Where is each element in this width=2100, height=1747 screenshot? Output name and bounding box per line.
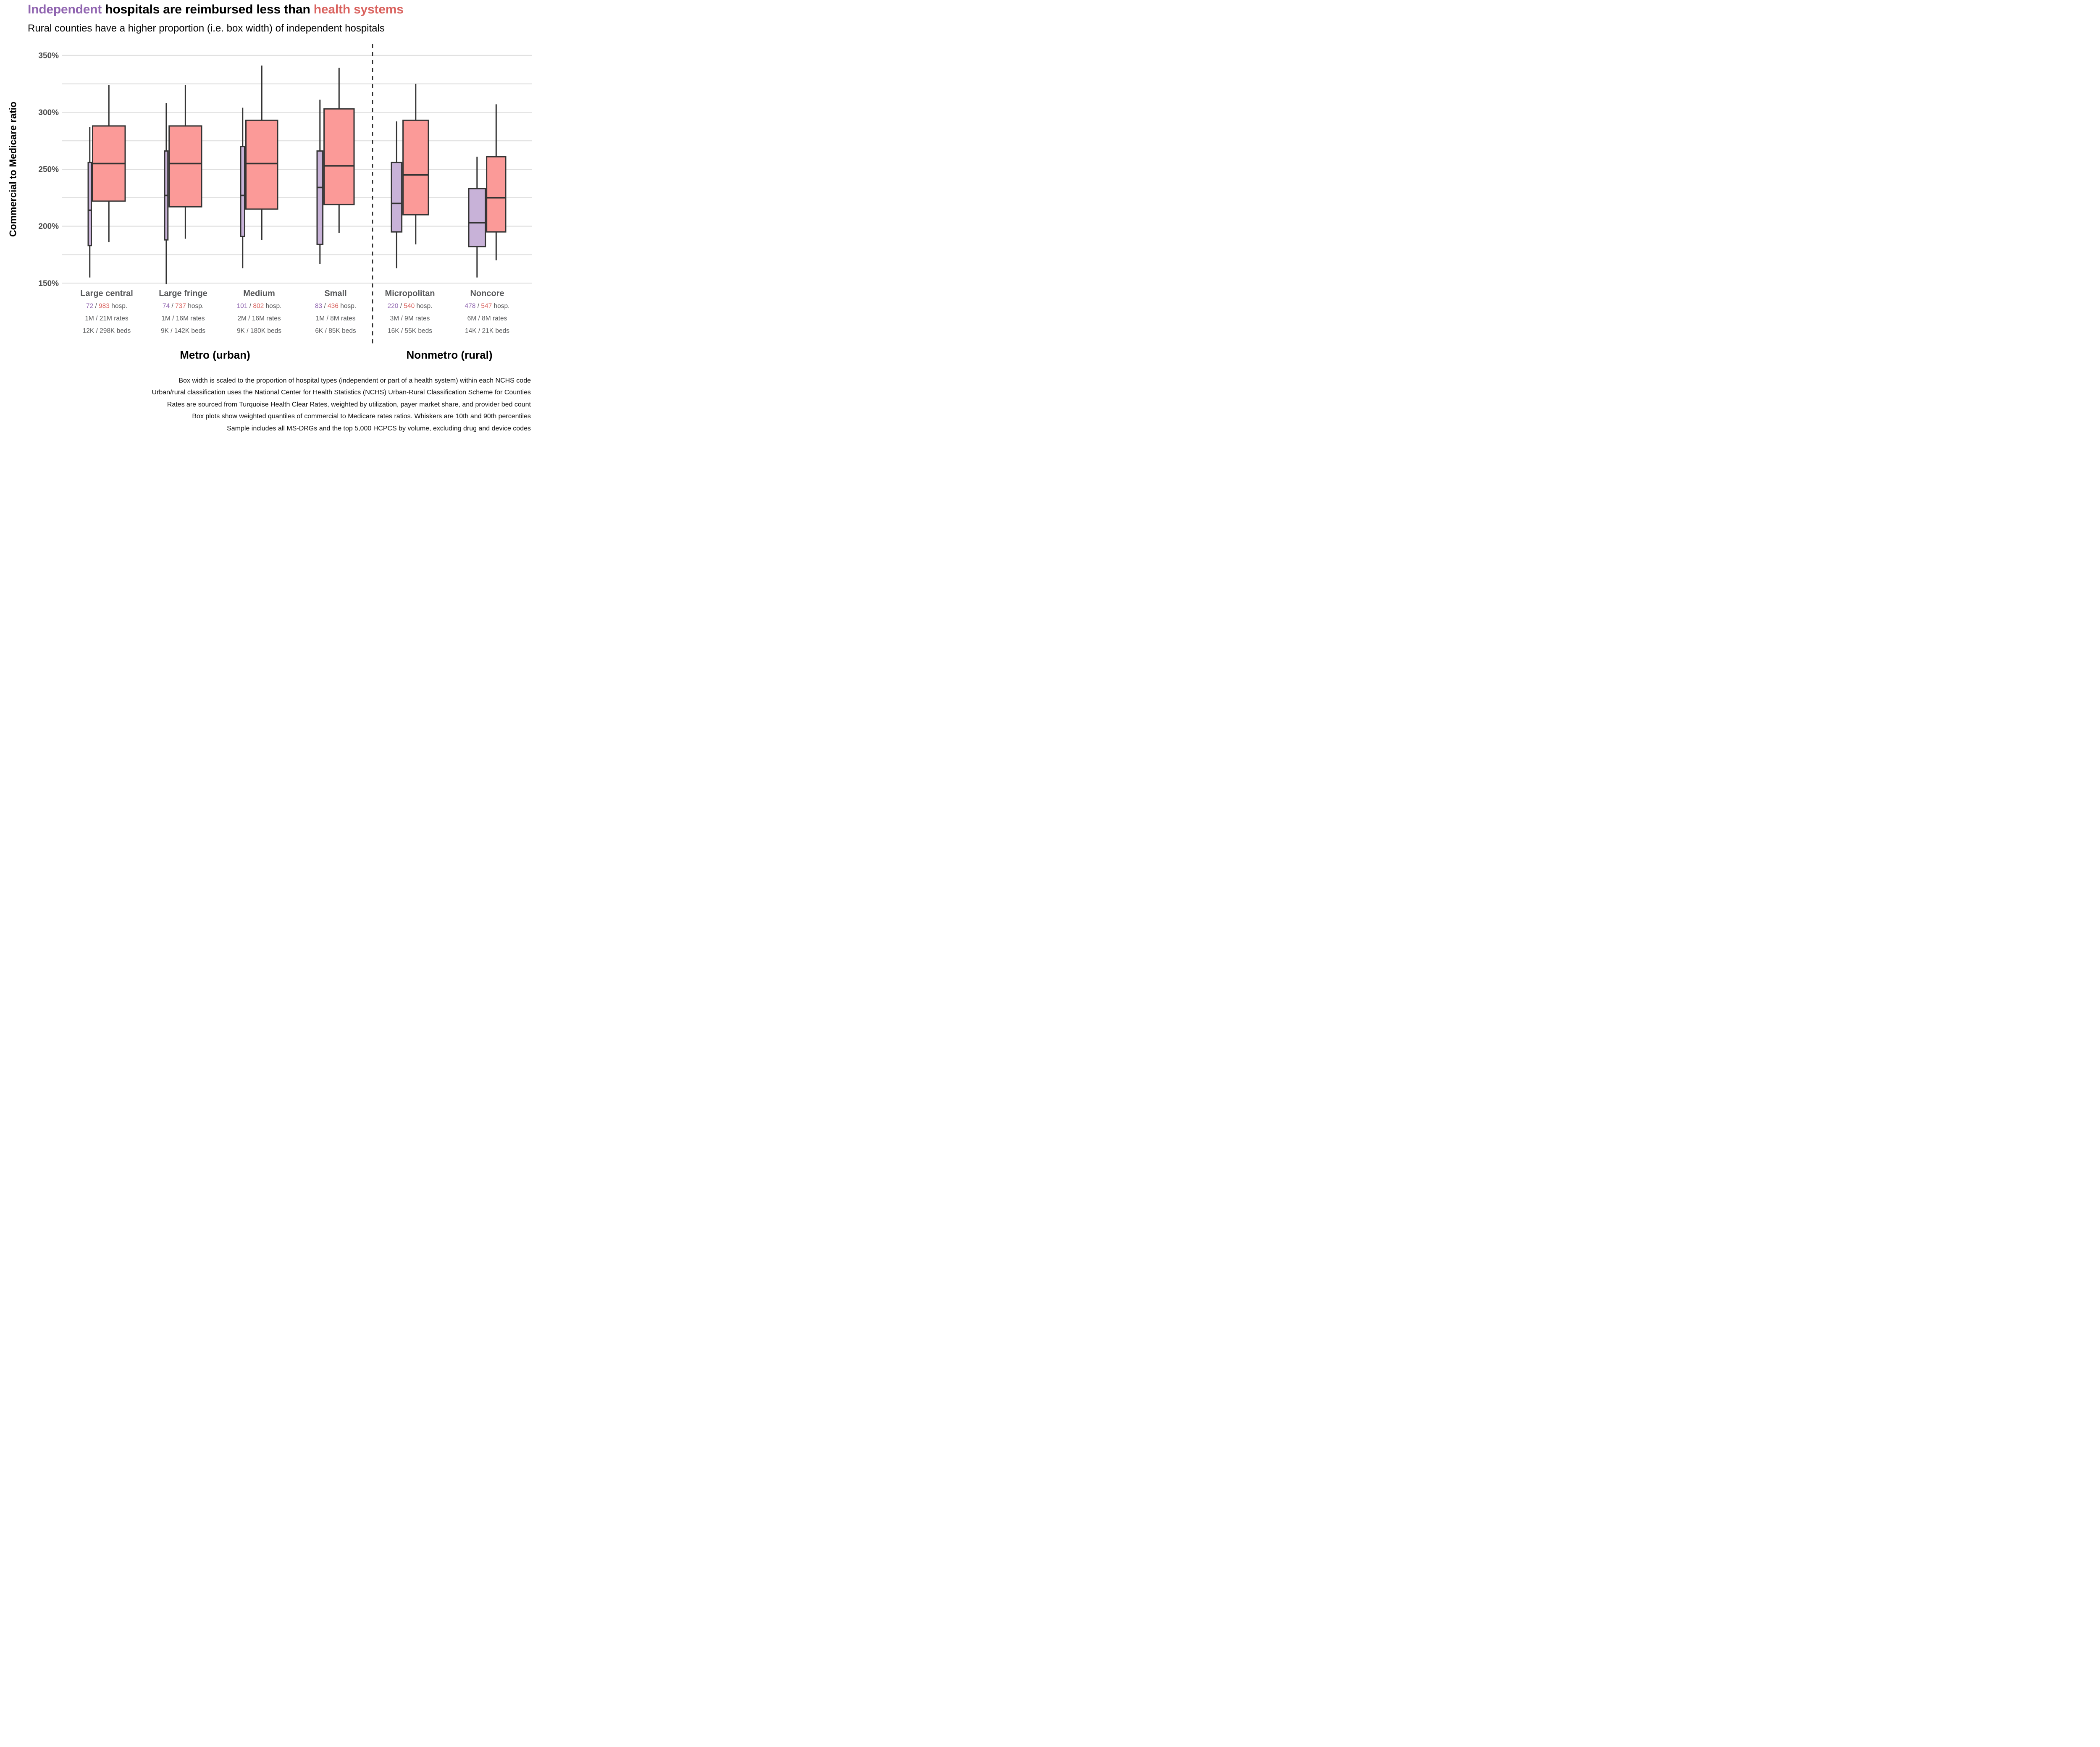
y-tick-label-150: 150% — [38, 279, 59, 288]
stats-segment: / — [247, 303, 253, 310]
stats-segment: hosp. — [492, 303, 509, 310]
stats-segment: hosp. — [415, 303, 432, 310]
box-system-3 — [323, 108, 355, 205]
section-label: Nonmetro (rural) — [406, 349, 492, 361]
stats-segment: / — [398, 303, 404, 310]
box-independent-3 — [316, 150, 324, 245]
stats-segment: 802 — [253, 303, 264, 310]
stats-segment: hosp. — [110, 303, 127, 310]
footer-notes: Box width is scaled to the proportion of… — [152, 375, 531, 435]
stats-segment: / — [93, 303, 99, 310]
box-system-4 — [402, 119, 429, 215]
title-health-systems-accent: health systems — [313, 3, 404, 16]
stats-segment: 540 — [404, 303, 415, 310]
stats-rates: 1M / 21M rates — [85, 315, 129, 322]
stats-segment: hosp. — [264, 303, 281, 310]
y-tick-label-200: 200% — [38, 222, 59, 231]
stats-hospitals: 101 / 802 hosp. — [237, 303, 282, 310]
stats-hospitals: 478 / 547 hosp. — [465, 303, 510, 310]
stats-segment: 478 — [465, 303, 476, 310]
footer-line: Box plots show weighted quantiles of com… — [192, 413, 531, 420]
box-system-2 — [245, 119, 278, 210]
stats-segment: 983 — [99, 303, 110, 310]
title-independent-accent: Independent — [28, 3, 102, 16]
stats-rates: 1M / 16M rates — [161, 315, 205, 322]
stats-segment: 83 — [315, 303, 322, 310]
stats-rates: 6M / 8M rates — [467, 315, 507, 322]
stats-hospitals: 72 / 983 hosp. — [86, 303, 127, 310]
stats-beds: 16K / 55K beds — [388, 328, 432, 335]
stats-beds: 9K / 142K beds — [161, 328, 205, 335]
stats-segment: 220 — [388, 303, 399, 310]
chart-subtitle: Rural counties have a higher proportion … — [28, 23, 385, 34]
section-label: Metro (urban) — [180, 349, 250, 361]
category-label: Large fringe — [159, 289, 207, 298]
stats-hospitals: 83 / 436 hosp. — [315, 303, 356, 310]
box-system-1 — [168, 125, 202, 208]
box-independent-5 — [468, 188, 486, 247]
box-independent-0 — [87, 162, 92, 247]
stats-segment: 74 — [163, 303, 170, 310]
box-independent-4 — [391, 162, 403, 233]
stats-hospitals: 74 / 737 hosp. — [163, 303, 204, 310]
stats-beds: 12K / 298K beds — [83, 328, 131, 335]
stats-beds: 9K / 180K beds — [237, 328, 281, 335]
stats-segment: / — [170, 303, 175, 310]
box-independent-2 — [240, 146, 246, 237]
box-system-5 — [486, 156, 507, 233]
category-label: Micropolitan — [385, 289, 435, 298]
y-tick-label-300: 300% — [38, 108, 59, 117]
stats-hospitals: 220 / 540 hosp. — [388, 303, 433, 310]
chart-title: Independent hospitals are reimbursed les… — [28, 3, 404, 17]
stats-rates: 3M / 9M rates — [390, 315, 430, 322]
stats-segment: hosp. — [339, 303, 356, 310]
category-label: Noncore — [470, 289, 504, 298]
y-tick-label-250: 250% — [38, 165, 59, 174]
boxplot-plot-area: 350% 300% 250% 200% 150% Large central 72 / 98… — [38, 44, 532, 361]
stats-beds: 6K / 85K beds — [315, 328, 356, 335]
footer-line: Box width is scaled to the proportion of… — [178, 377, 531, 384]
stats-segment: / — [322, 303, 328, 310]
footer-line: Sample includes all MS-DRGs and the top … — [227, 425, 531, 432]
stats-segment: hosp. — [186, 303, 204, 310]
stats-segment: / — [475, 303, 481, 310]
y-tick-label-350: 350% — [38, 51, 59, 60]
stats-segment: 547 — [481, 303, 492, 310]
category-label: Large central — [80, 289, 133, 298]
stats-rates: 1M / 8M rates — [316, 315, 356, 322]
footer-line: Rates are sourced from Turquoise Health … — [167, 401, 531, 408]
stats-segment: 737 — [175, 303, 186, 310]
chart-canvas: Independent hospitals are reimbursed les… — [0, 0, 538, 437]
category-label: Medium — [243, 289, 275, 298]
title-middle: hospitals are reimbursed less than — [102, 3, 314, 16]
stats-rates: 2M / 16M rates — [237, 315, 281, 322]
stats-segment: 72 — [86, 303, 93, 310]
stats-beds: 14K / 21K beds — [465, 328, 509, 335]
stats-segment: 101 — [237, 303, 248, 310]
category-label: Small — [324, 289, 346, 298]
stats-segment: 436 — [328, 303, 339, 310]
footer-line: Urban/rural classification uses the Nati… — [152, 389, 531, 396]
